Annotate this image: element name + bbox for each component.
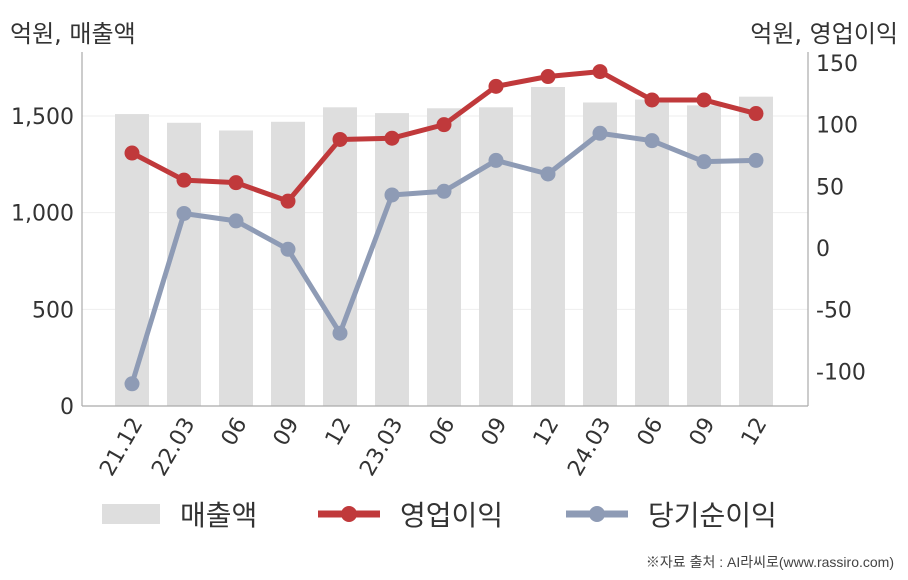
axes — [81, 52, 809, 407]
point-operating-profit — [280, 193, 296, 209]
x-tick-label: 06 — [217, 414, 253, 451]
bar-revenue — [635, 99, 669, 407]
right-axis-unit-label: 억원, 영업이익 — [750, 20, 898, 48]
left-axis-unit-label: 억원, 매출액 — [10, 20, 136, 48]
x-tick-label: 22.03 — [147, 414, 200, 481]
point-operating-profit — [540, 69, 556, 85]
right-tick-label: -100 — [816, 360, 866, 385]
right-tick-label: -50 — [816, 299, 852, 324]
point-operating-profit — [748, 106, 764, 122]
point-operating-profit — [228, 175, 244, 191]
x-tick-label: 06 — [425, 414, 461, 451]
point-net-income — [436, 183, 452, 199]
bar-revenue — [427, 108, 461, 407]
point-net-income — [332, 325, 348, 341]
point-net-income — [228, 213, 244, 229]
profit-lines — [124, 64, 764, 392]
point-operating-profit — [436, 117, 452, 133]
point-net-income — [488, 152, 504, 168]
bar-revenue — [219, 130, 253, 406]
point-operating-profit — [644, 92, 660, 108]
bar-revenue — [375, 113, 409, 406]
x-tick-label: 12 — [321, 414, 357, 451]
left-tick-label: 1,500 — [11, 105, 74, 130]
legend-item-operating-profit: 영업이익 — [318, 494, 503, 534]
x-tick-label: 12 — [737, 414, 773, 451]
legend-swatch-net-income — [566, 506, 628, 522]
right-tick-label: 150 — [816, 52, 858, 77]
point-net-income — [124, 376, 140, 392]
x-tick-label: 24.03 — [563, 414, 616, 481]
right-tick-label: 50 — [816, 175, 844, 200]
left-tick-label: 1,000 — [11, 202, 74, 227]
legend-swatch-operating-profit — [318, 506, 380, 522]
bar-revenue — [687, 105, 721, 406]
x-tick-label: 12 — [529, 414, 565, 451]
point-operating-profit — [592, 64, 608, 80]
legend-swatch-revenue — [102, 504, 160, 524]
point-operating-profit — [384, 130, 400, 146]
point-net-income — [748, 152, 764, 168]
bar-revenue — [739, 96, 773, 407]
point-net-income — [176, 205, 192, 221]
point-net-income — [540, 166, 556, 182]
point-net-income — [280, 241, 296, 257]
legend-label-revenue: 매출액 — [180, 499, 258, 532]
left-tick-label: 500 — [32, 298, 74, 323]
bar-revenue — [479, 107, 513, 407]
legend-label-net-income: 당기순이익 — [648, 499, 777, 532]
left-tick-label: 0 — [60, 395, 74, 420]
legend: 매출액 영업이익 당기순이익 — [0, 494, 908, 534]
point-net-income — [384, 187, 400, 203]
x-tick-label: 06 — [633, 414, 669, 451]
source-note: ※자료 출처 : AI라씨로(www.rassiro.com) — [645, 554, 894, 570]
bar-revenue — [115, 114, 149, 407]
point-operating-profit — [176, 172, 192, 188]
x-tick-label: 09 — [269, 414, 305, 451]
point-net-income — [592, 125, 608, 141]
point-operating-profit — [696, 92, 712, 108]
point-net-income — [696, 154, 712, 170]
x-tick-label: 23.03 — [355, 414, 408, 481]
x-tick-label: 21.12 — [95, 414, 148, 481]
bar-revenue — [531, 87, 565, 406]
point-net-income — [644, 133, 660, 149]
x-tick-label: 09 — [477, 414, 513, 451]
point-operating-profit — [488, 78, 504, 94]
bar-revenue — [583, 102, 617, 406]
legend-item-revenue: 매출액 — [102, 494, 257, 534]
point-operating-profit — [332, 131, 348, 147]
legend-label-operating-profit: 영업이익 — [400, 499, 504, 532]
right-tick-label: 100 — [816, 114, 858, 139]
right-tick-label: 0 — [816, 237, 830, 262]
point-operating-profit — [124, 145, 140, 161]
legend-item-net-income: 당기순이익 — [566, 494, 777, 534]
bar-revenue — [323, 107, 357, 407]
x-tick-label: 09 — [685, 414, 721, 451]
bar-revenue — [167, 122, 201, 407]
revenue-bars — [115, 87, 773, 407]
